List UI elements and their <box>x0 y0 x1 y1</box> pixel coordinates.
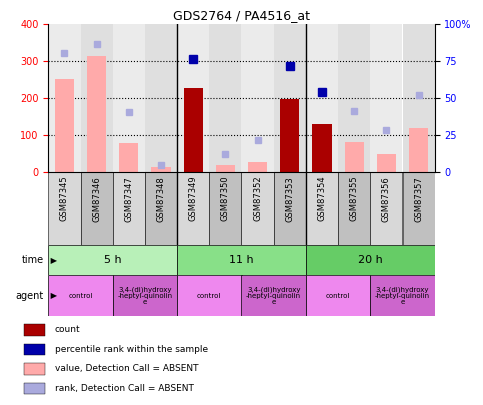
Bar <box>48 245 177 275</box>
Bar <box>48 24 81 172</box>
Text: GSM87355: GSM87355 <box>350 176 359 222</box>
Bar <box>338 24 370 172</box>
Bar <box>370 24 402 172</box>
Bar <box>113 24 145 172</box>
Text: control: control <box>326 293 350 298</box>
Text: GSM87347: GSM87347 <box>124 176 133 222</box>
Bar <box>274 172 306 245</box>
Text: count: count <box>55 325 80 334</box>
Bar <box>306 275 370 316</box>
Bar <box>55 79 74 172</box>
Text: GSM87357: GSM87357 <box>414 176 423 222</box>
Bar <box>209 24 242 172</box>
Bar <box>242 172 274 245</box>
Bar <box>24 363 45 375</box>
Text: GSM87353: GSM87353 <box>285 176 294 222</box>
Bar <box>48 275 113 316</box>
Text: ▶: ▶ <box>48 256 57 265</box>
Bar <box>306 172 338 245</box>
Bar <box>280 99 299 172</box>
Bar <box>248 162 267 172</box>
Text: 20 h: 20 h <box>358 255 383 265</box>
Bar <box>402 172 435 245</box>
Bar <box>113 172 145 245</box>
Text: 5 h: 5 h <box>104 255 122 265</box>
Bar <box>177 275 242 316</box>
Bar <box>145 172 177 245</box>
Bar <box>151 166 170 172</box>
Bar <box>177 172 209 245</box>
Bar <box>24 324 45 335</box>
Bar <box>145 24 177 172</box>
Bar <box>81 24 113 172</box>
Text: value, Detection Call = ABSENT: value, Detection Call = ABSENT <box>55 364 198 373</box>
Text: 3,4-(di)hydroxy
-heptyl-quinolin
e: 3,4-(di)hydroxy -heptyl-quinolin e <box>246 286 301 305</box>
Bar <box>409 128 428 172</box>
Text: control: control <box>197 293 222 298</box>
Text: rank, Detection Call = ABSENT: rank, Detection Call = ABSENT <box>55 384 194 393</box>
Bar <box>370 172 402 245</box>
Bar <box>177 24 209 172</box>
Text: GSM87346: GSM87346 <box>92 176 101 222</box>
Bar <box>87 56 106 172</box>
Bar <box>177 245 306 275</box>
Bar <box>81 172 113 245</box>
Bar <box>24 343 45 355</box>
Bar <box>338 172 370 245</box>
Title: GDS2764 / PA4516_at: GDS2764 / PA4516_at <box>173 9 310 22</box>
Text: GSM87350: GSM87350 <box>221 176 230 222</box>
Bar <box>344 142 364 172</box>
Text: GSM87345: GSM87345 <box>60 176 69 222</box>
Text: percentile rank within the sample: percentile rank within the sample <box>55 345 208 354</box>
Bar <box>313 124 332 172</box>
Text: 3,4-(di)hydroxy
-heptyl-quinolin
e: 3,4-(di)hydroxy -heptyl-quinolin e <box>117 286 172 305</box>
Bar <box>24 383 45 394</box>
Bar <box>370 275 435 316</box>
Bar <box>242 275 306 316</box>
Text: agent: agent <box>15 291 43 301</box>
Bar <box>113 275 177 316</box>
Text: control: control <box>68 293 93 298</box>
Text: 11 h: 11 h <box>229 255 254 265</box>
Bar <box>274 24 306 172</box>
Text: GSM87352: GSM87352 <box>253 176 262 222</box>
Bar <box>306 24 338 172</box>
Text: 3,4-(di)hydroxy
-heptyl-quinolin
e: 3,4-(di)hydroxy -heptyl-quinolin e <box>375 286 430 305</box>
Bar <box>242 24 274 172</box>
Text: GSM87348: GSM87348 <box>156 176 166 222</box>
Text: GSM87356: GSM87356 <box>382 176 391 222</box>
Bar <box>119 143 139 172</box>
Bar <box>377 154 396 172</box>
Text: GSM87354: GSM87354 <box>317 176 327 222</box>
Text: time: time <box>21 255 43 265</box>
Bar <box>402 24 435 172</box>
Text: ▶: ▶ <box>48 291 57 300</box>
Bar <box>48 172 81 245</box>
Bar <box>209 172 242 245</box>
Bar <box>184 88 203 172</box>
Bar <box>216 166 235 172</box>
Text: GSM87349: GSM87349 <box>189 176 198 222</box>
Bar <box>306 245 435 275</box>
